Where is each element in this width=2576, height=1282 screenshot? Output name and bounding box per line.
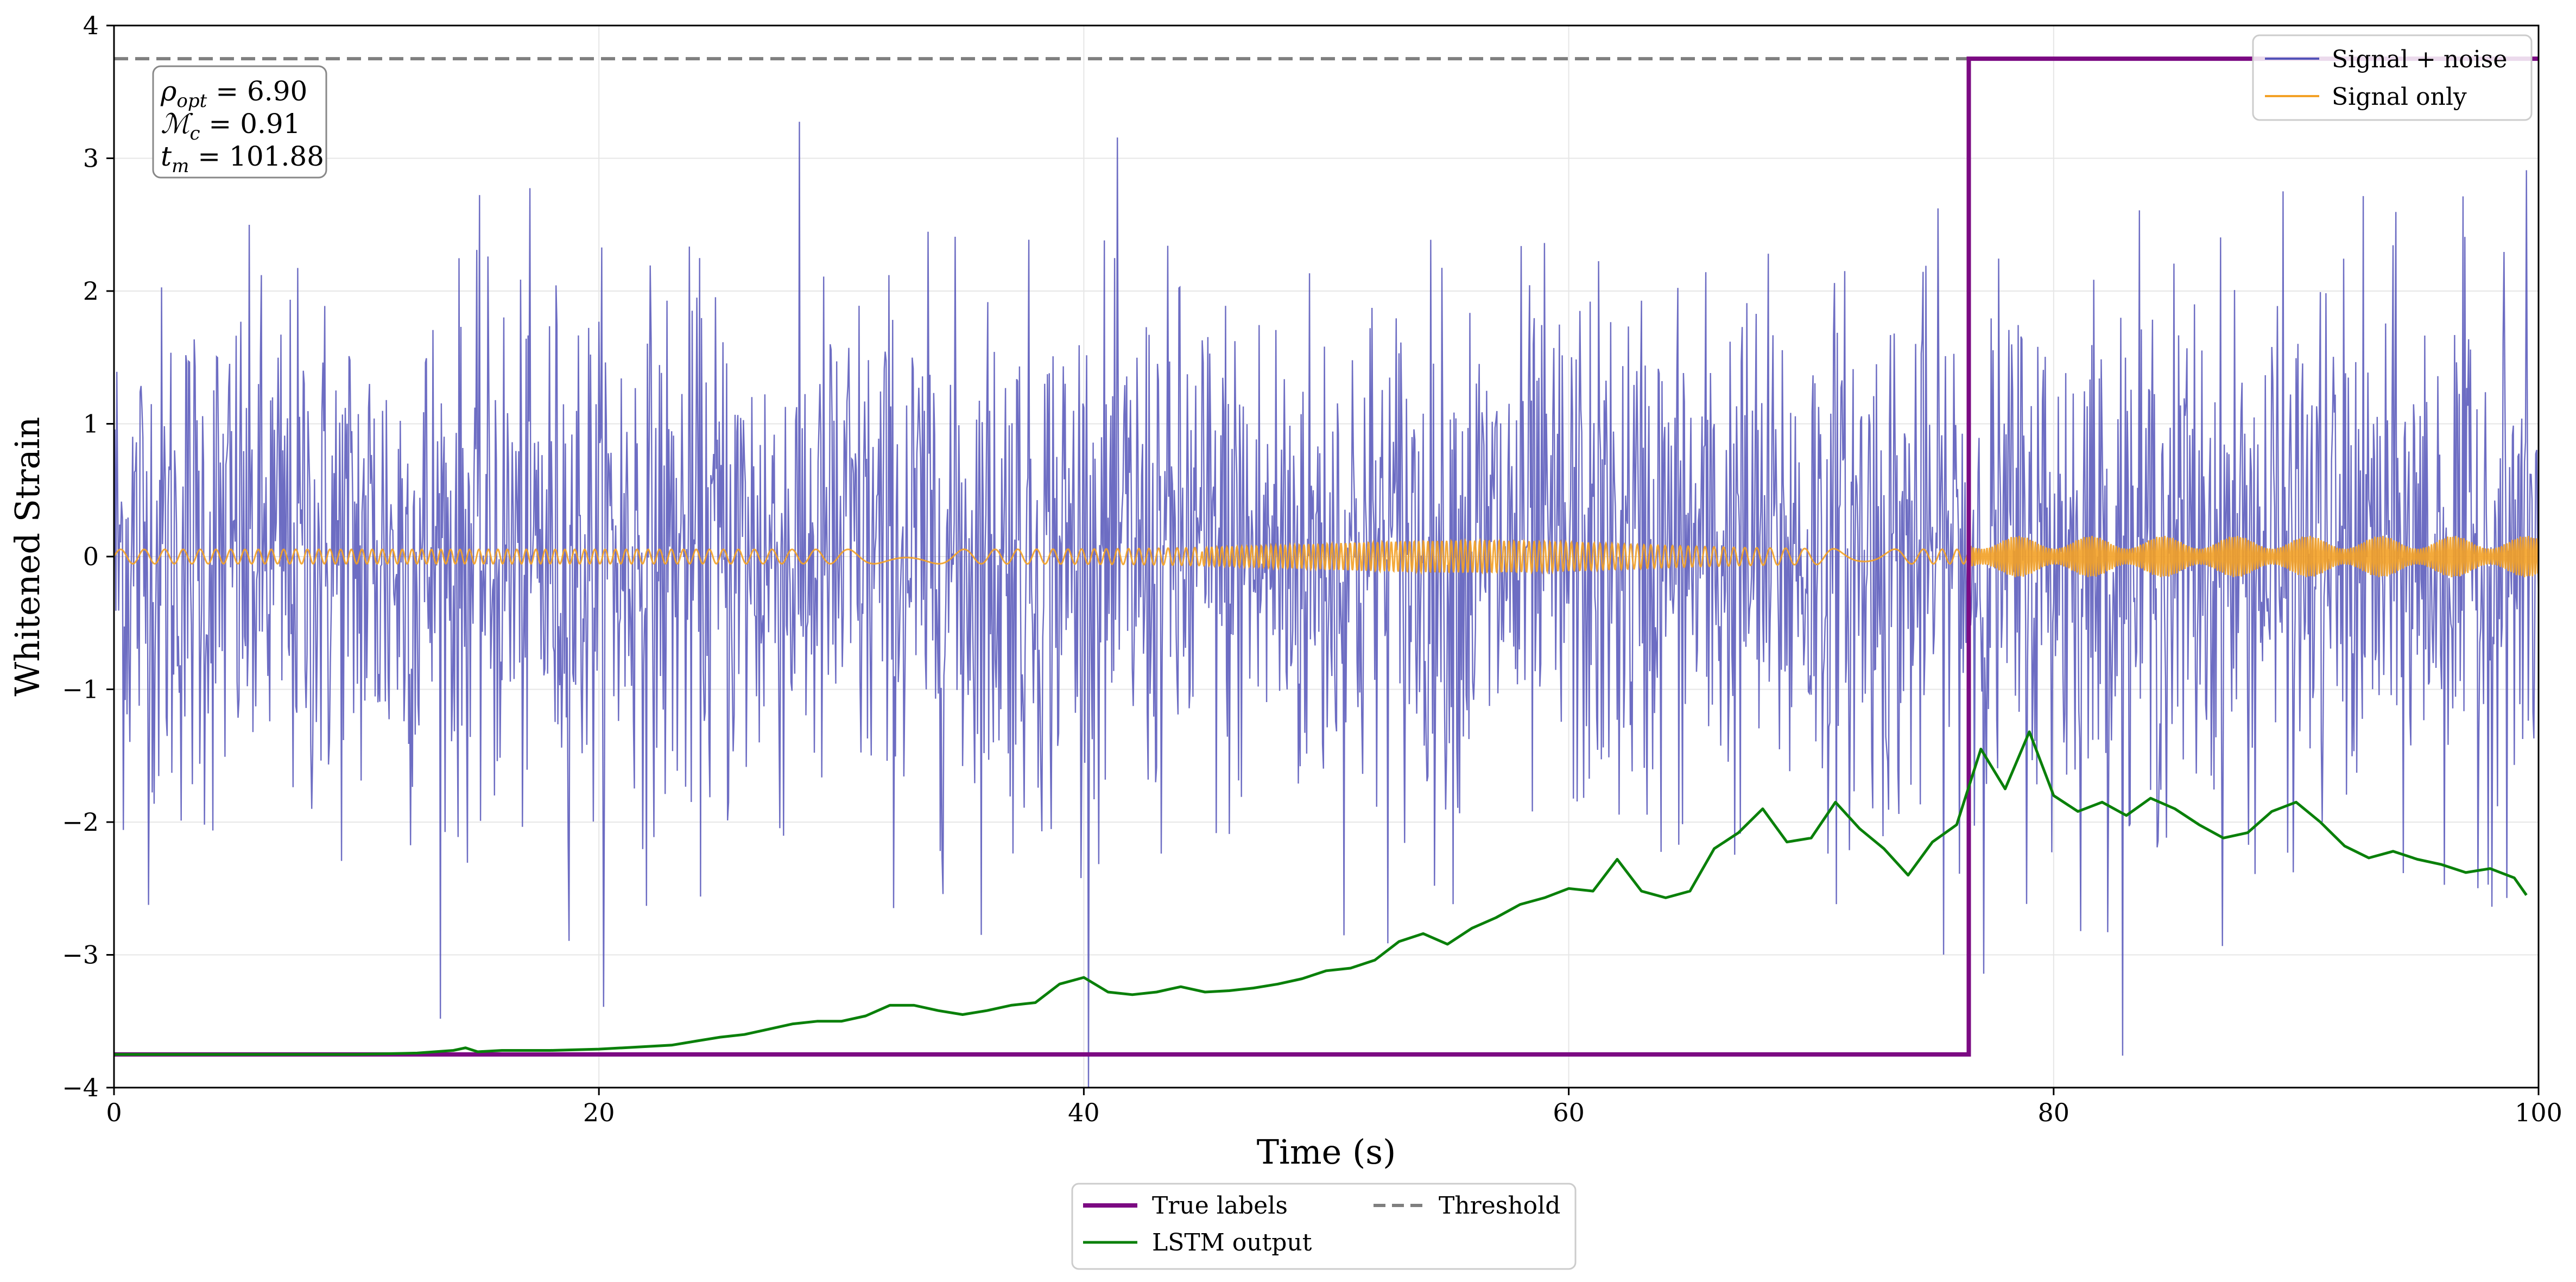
legend-label-signal-only: Signal only bbox=[2332, 83, 2467, 111]
legend-bottom: True labels LSTM output Threshold bbox=[1071, 1183, 1577, 1270]
rho-opt-value: 6.90 bbox=[247, 75, 307, 107]
tick-labels: 0 20 40 60 80 100 −4 −3 −2 −1 0 1 2 3 4 bbox=[62, 11, 2562, 1127]
y-tick-label: 1 bbox=[83, 409, 99, 439]
signal-noise-line bbox=[114, 122, 2539, 1088]
x-tick-label: 100 bbox=[2515, 1098, 2562, 1127]
y-tick-label: 3 bbox=[83, 144, 99, 173]
mc-label: ℳc = 0.91 bbox=[161, 108, 301, 144]
legend-top: Signal + noise Signal only bbox=[2252, 34, 2533, 121]
y-tick-label: −1 bbox=[62, 675, 99, 704]
y-axis-label: Whitened Strain bbox=[8, 417, 47, 697]
tm-value: 101.88 bbox=[229, 141, 324, 172]
tm-label: tm = 101.88 bbox=[161, 141, 324, 177]
annotation-box: ρopt = 6.90 ℳc = 0.91 tm = 101.88 bbox=[152, 65, 327, 179]
legend-label-threshold: Threshold bbox=[1439, 1192, 1560, 1220]
x-tick-label: 40 bbox=[1068, 1098, 1100, 1127]
lstm-output-line bbox=[114, 730, 2528, 1056]
y-tick-label: 4 bbox=[83, 11, 99, 40]
x-tick-label: 80 bbox=[2038, 1098, 2070, 1127]
axes bbox=[106, 24, 2540, 1095]
x-tick-label: 60 bbox=[1553, 1098, 1585, 1127]
signal-only-line bbox=[114, 535, 2539, 578]
legend-label-lstm-output: LSTM output bbox=[1152, 1229, 1312, 1256]
legend-label-signal-noise: Signal + noise bbox=[2332, 46, 2507, 73]
mc-value: 0.91 bbox=[240, 108, 300, 140]
y-tick-label: −4 bbox=[62, 1073, 99, 1102]
rho-opt-label: ρopt = 6.90 bbox=[160, 75, 307, 112]
x-tick-label: 0 bbox=[106, 1098, 122, 1127]
y-tick-label: 2 bbox=[83, 276, 99, 306]
legend-label-true-labels: True labels bbox=[1152, 1192, 1288, 1220]
x-tick-label: 20 bbox=[583, 1098, 615, 1127]
y-tick-label: −2 bbox=[62, 807, 99, 837]
y-tick-label: 0 bbox=[83, 542, 99, 571]
y-tick-label: −3 bbox=[62, 940, 99, 970]
x-axis-label: Time (s) bbox=[1257, 1132, 1396, 1172]
